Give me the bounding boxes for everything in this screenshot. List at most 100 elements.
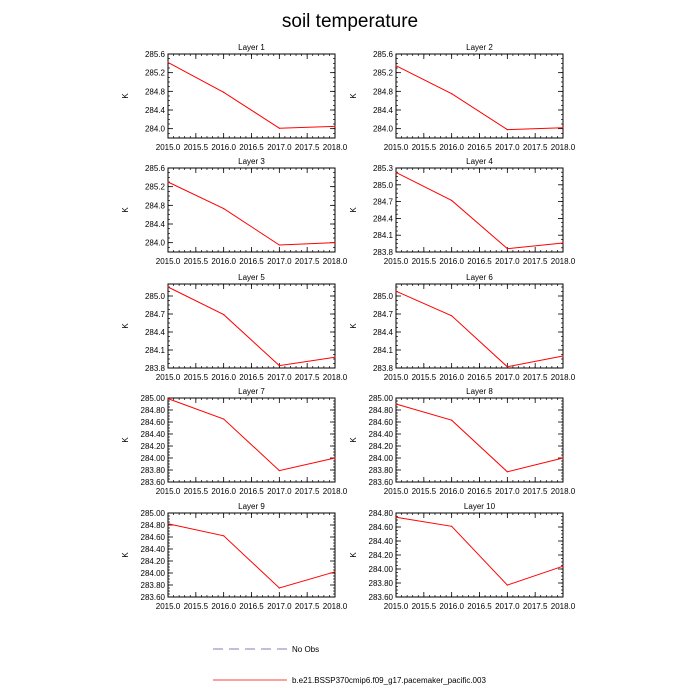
y-tick-label: 285.6: [145, 50, 166, 59]
y-tick-label: 284.8: [373, 87, 394, 96]
x-tick-label: 2016.5: [239, 487, 264, 496]
data-point: [451, 93, 453, 95]
y-tick-label: 284.4: [145, 328, 166, 337]
data-point: [334, 457, 336, 459]
y-tick-label: 283.80: [369, 579, 394, 588]
y-tick-label: 284.0: [145, 125, 166, 134]
y-tick-label: 284.60: [141, 533, 166, 542]
x-tick-label: 2018.0: [551, 487, 576, 496]
x-tick-label: 2017.0: [267, 373, 292, 382]
x-tick-label: 2016.0: [211, 373, 236, 382]
y-tick-label: 284.20: [141, 557, 166, 566]
data-point: [506, 584, 508, 586]
x-tick-label: 2015.0: [156, 143, 181, 152]
x-tick-label: 2016.0: [211, 602, 236, 611]
y-tick-label: 284.7: [373, 198, 394, 207]
x-tick-label: 2016.0: [439, 257, 464, 266]
x-tick-label: 2015.0: [384, 143, 409, 152]
x-tick-label: 2016.5: [467, 487, 492, 496]
y-tick-label: 284.20: [369, 442, 394, 451]
data-point: [278, 127, 280, 129]
y-tick-label: 283.60: [141, 478, 166, 487]
data-point: [562, 565, 564, 567]
data-point: [334, 242, 336, 244]
y-tick-label: 285.2: [145, 69, 166, 78]
data-point: [334, 571, 336, 573]
y-tick-label: 283.60: [369, 478, 394, 487]
y-axis-label: K: [121, 552, 130, 558]
x-tick-label: 2016.5: [467, 602, 492, 611]
y-tick-label: 284.4: [373, 106, 394, 115]
data-point: [451, 419, 453, 421]
x-tick-label: 2018.0: [323, 257, 348, 266]
x-tick-label: 2017.0: [267, 257, 292, 266]
x-tick-label: 2016.5: [239, 373, 264, 382]
x-tick-label: 2017.0: [495, 602, 520, 611]
chart-title: soil temperature: [282, 11, 418, 32]
y-tick-label: 283.80: [141, 466, 166, 475]
x-tick-label: 2017.5: [523, 373, 548, 382]
y-tick-label: 284.0: [145, 239, 166, 248]
data-point: [562, 242, 564, 244]
y-tick-label: 285.00: [369, 394, 394, 403]
x-tick-label: 2015.0: [156, 257, 181, 266]
y-tick-label: 284.00: [369, 454, 394, 463]
x-tick-label: 2016.5: [239, 602, 264, 611]
data-point: [562, 457, 564, 459]
x-tick-label: 2015.5: [412, 602, 437, 611]
y-tick-label: 284.80: [369, 509, 394, 518]
data-point: [167, 61, 169, 64]
y-tick-label: 283.80: [369, 466, 394, 475]
x-tick-label: 2017.0: [267, 602, 292, 611]
x-tick-label: 2018.0: [323, 373, 348, 382]
data-point: [278, 365, 280, 367]
y-axis-label: K: [349, 323, 358, 329]
x-tick-label: 2017.0: [495, 257, 520, 266]
legend-item: No Obs: [213, 645, 319, 654]
panel-title: Layer 2: [466, 43, 493, 52]
data-point: [395, 516, 397, 518]
legend-label: No Obs: [292, 645, 319, 654]
y-tick-label: 284.4: [373, 328, 394, 337]
y-tick-label: 284.80: [369, 406, 394, 415]
plot-frame: [395, 53, 564, 139]
series-line: [167, 181, 336, 246]
y-tick-label: 284.1: [145, 346, 166, 355]
panel-title: Layer 6: [466, 273, 493, 282]
y-tick-label: 283.60: [141, 593, 166, 602]
data-point: [562, 355, 564, 357]
plot-frame: [395, 283, 564, 369]
plot-frame: [167, 397, 336, 483]
panel-title: Layer 1: [238, 43, 265, 52]
x-tick-label: 2017.5: [523, 257, 548, 266]
y-axis-label: K: [121, 93, 130, 99]
x-tick-label: 2017.0: [495, 487, 520, 496]
y-tick-label: 284.8: [145, 87, 166, 96]
x-tick-label: 2017.5: [523, 143, 548, 152]
x-tick-label: 2016.0: [211, 487, 236, 496]
x-tick-label: 2017.0: [495, 373, 520, 382]
x-tick-label: 2017.5: [295, 487, 320, 496]
plot-frame: [395, 397, 564, 483]
data-point: [395, 403, 397, 405]
x-tick-label: 2016.0: [439, 487, 464, 496]
x-tick-label: 2015.5: [412, 257, 437, 266]
panel-title: Layer 10: [464, 502, 496, 511]
data-point: [223, 535, 225, 537]
panel-title: Layer 8: [466, 387, 493, 396]
y-tick-label: 285.0: [373, 181, 394, 190]
y-tick-label: 284.40: [369, 537, 394, 546]
y-tick-label: 285.3: [373, 164, 394, 173]
x-tick-label: 2016.5: [467, 373, 492, 382]
y-tick-label: 284.40: [141, 430, 166, 439]
x-tick-label: 2015.0: [156, 602, 181, 611]
y-tick-label: 284.80: [141, 406, 166, 415]
data-point: [562, 127, 564, 129]
series-line: [395, 403, 564, 473]
legend-item: b.e21.BSSP370cmip6.f09_g17.pacemaker_pac…: [213, 676, 486, 685]
